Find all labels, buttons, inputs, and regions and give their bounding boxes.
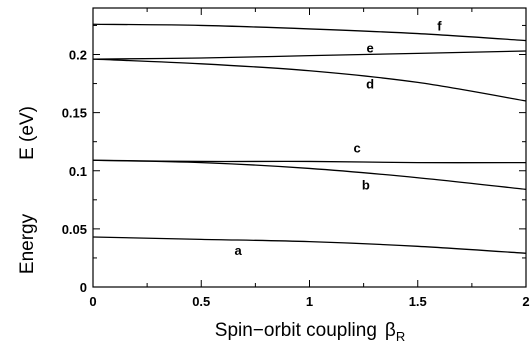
tick-labels: 0 0.5 1 1.5 2 0 0.05 0.1 0.15 0.2 xyxy=(62,48,530,310)
y-tick-label: 0.15 xyxy=(62,106,87,121)
x-axis-label-symbol: β xyxy=(385,320,396,341)
series-label-f: f xyxy=(437,18,442,33)
x-tick-label: 0 xyxy=(89,294,96,309)
series-line-e xyxy=(92,50,527,60)
y-tick-label: 0.1 xyxy=(69,164,87,179)
series-lines xyxy=(92,23,527,254)
x-axis-label-text: Spin−orbit coupling xyxy=(215,320,377,341)
plot-frame xyxy=(92,7,527,288)
x-tick-label: 2 xyxy=(522,294,529,309)
y-axis-label-right: E (eV) xyxy=(17,106,38,160)
series-label-c: c xyxy=(354,141,361,156)
series-line-b xyxy=(92,159,527,190)
x-axis-label: Spin−orbit coupling βR xyxy=(215,320,405,344)
series-label-a: a xyxy=(234,243,242,258)
series-label-d: d xyxy=(366,77,374,92)
tick-marks xyxy=(92,8,527,288)
x-tick-label: 1.5 xyxy=(409,294,427,309)
y-tick-label: 0.05 xyxy=(62,222,87,237)
y-tick-label: 0 xyxy=(80,280,87,295)
series-line-c xyxy=(92,159,527,164)
x-tick-label: 0.5 xyxy=(192,294,210,309)
series-line-a xyxy=(92,236,527,254)
series-labels: a b c d e f xyxy=(234,18,442,257)
y-axis-label-left: Energy xyxy=(17,213,38,274)
x-axis-label-subscript: R xyxy=(396,329,405,344)
series-line-d xyxy=(92,58,527,102)
series-line-f xyxy=(92,23,527,42)
x-tick-label: 1 xyxy=(306,294,313,309)
series-label-b: b xyxy=(362,178,370,193)
series-label-e: e xyxy=(367,41,374,56)
y-tick-label: 0.2 xyxy=(69,48,87,63)
